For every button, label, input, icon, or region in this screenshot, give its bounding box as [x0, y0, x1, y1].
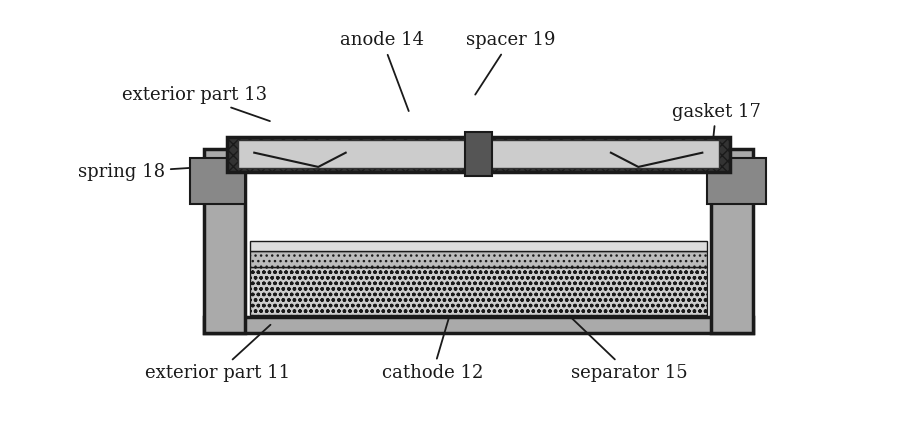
Text: cathode 12: cathode 12: [381, 298, 482, 382]
Bar: [710, 149, 752, 333]
Text: spring 18: spring 18: [78, 163, 251, 181]
Text: exterior part 13: exterior part 13: [122, 86, 269, 121]
Bar: [190, 158, 244, 204]
Bar: [249, 267, 706, 315]
Text: anode 14: anode 14: [340, 31, 424, 111]
Text: gasket 17: gasket 17: [671, 103, 760, 153]
Bar: [204, 318, 752, 333]
Bar: [706, 158, 766, 204]
Bar: [237, 140, 718, 168]
Bar: [227, 137, 729, 172]
Text: separator 15: separator 15: [530, 279, 686, 382]
Text: spacer 19: spacer 19: [465, 31, 554, 95]
Bar: [249, 251, 706, 267]
Bar: [204, 149, 244, 333]
Bar: [249, 241, 706, 251]
Bar: [464, 132, 492, 176]
Text: exterior part 11: exterior part 11: [145, 325, 289, 382]
